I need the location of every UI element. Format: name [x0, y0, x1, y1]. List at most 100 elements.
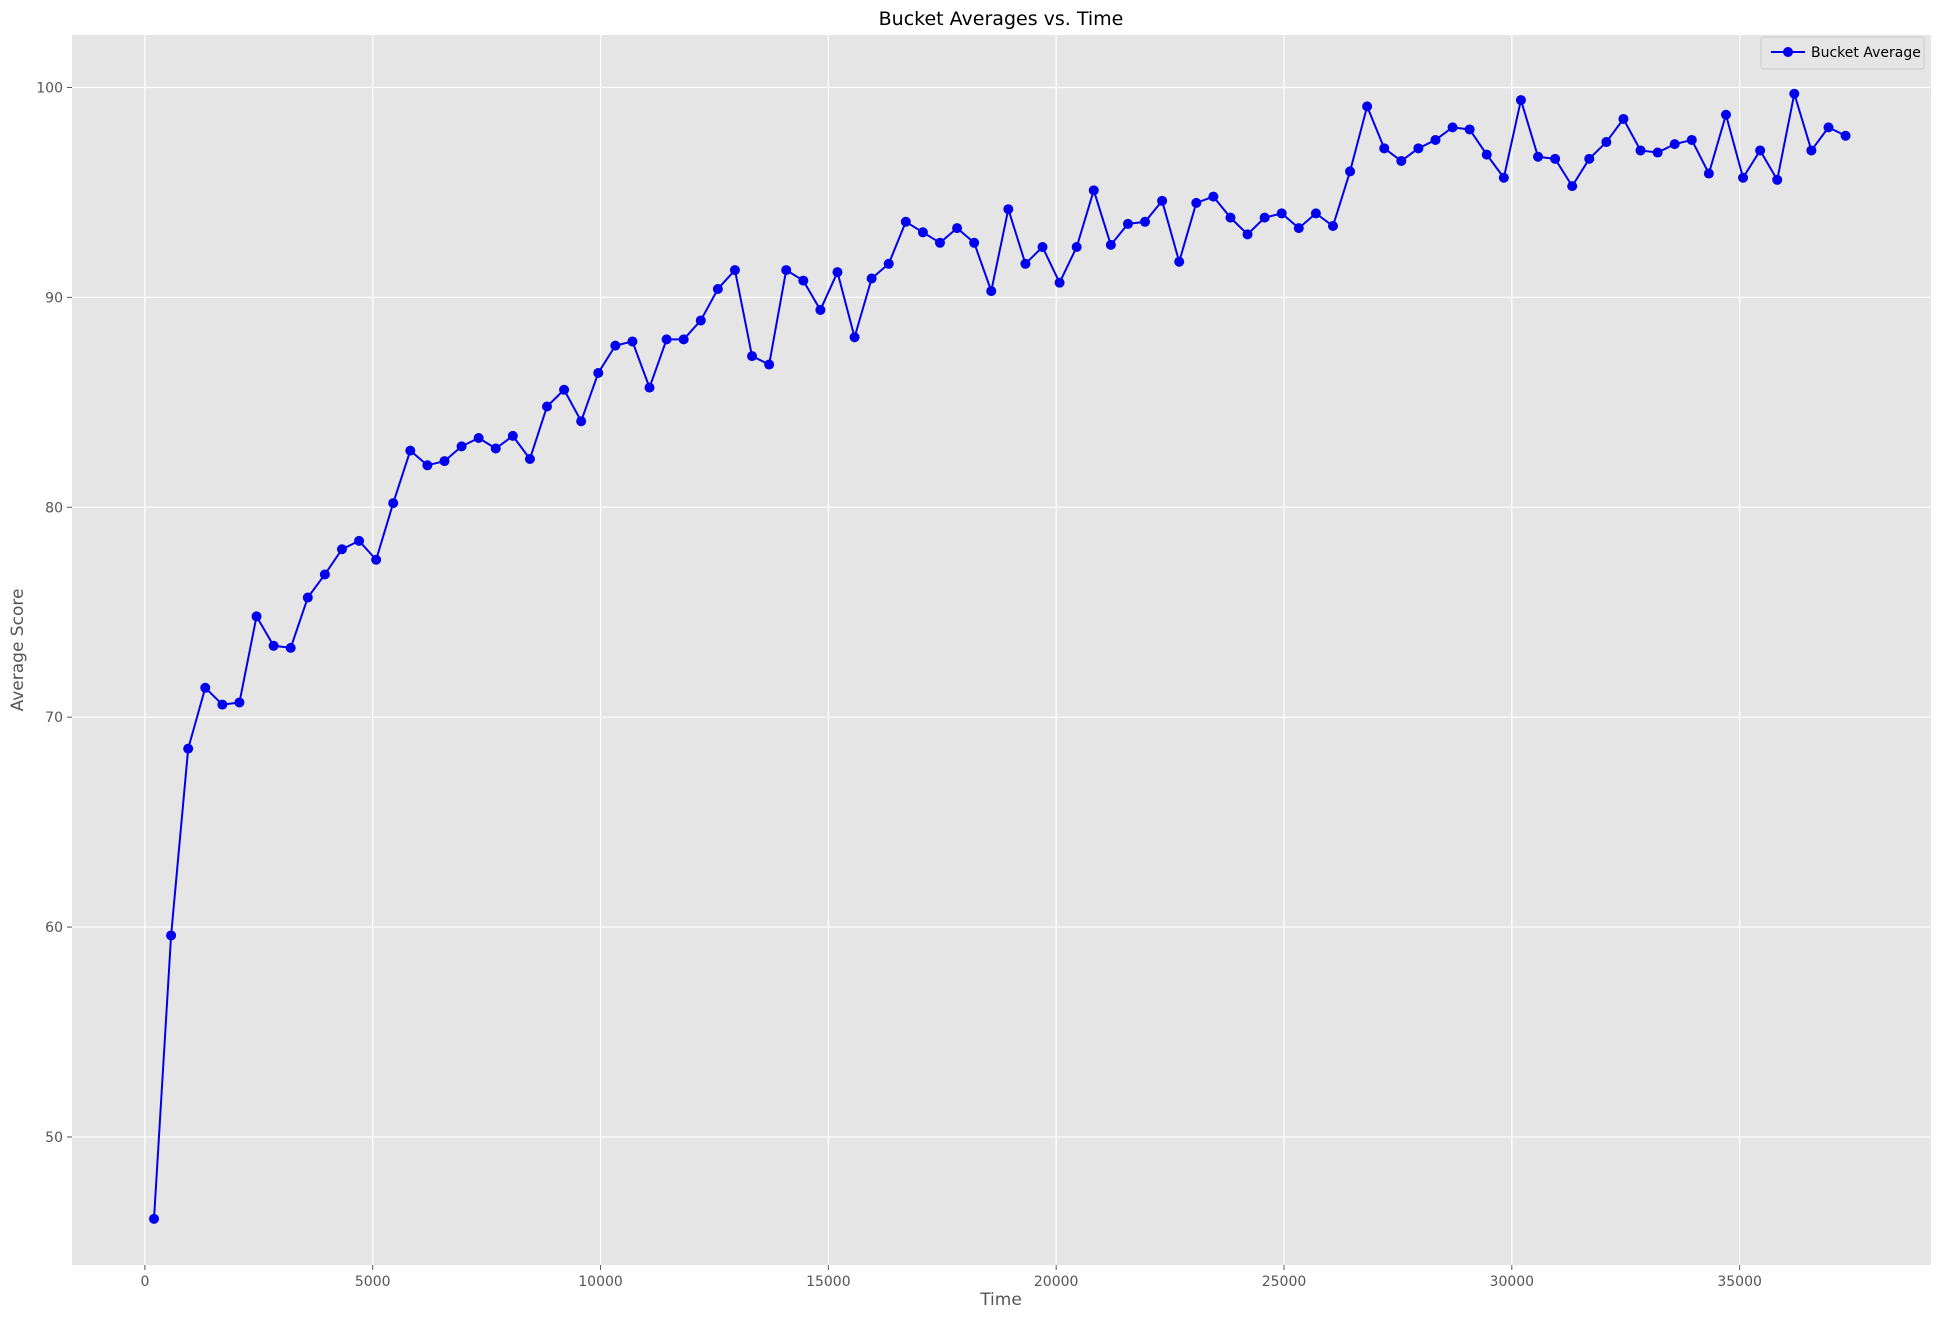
legend-box	[1760, 36, 1925, 70]
x-tick-label: 15000	[806, 1274, 851, 1290]
data-point	[1122, 218, 1133, 229]
data-point	[1242, 229, 1253, 240]
data-point	[542, 401, 552, 412]
legend: Bucket Average	[1760, 36, 1925, 70]
data-point	[1379, 143, 1390, 154]
x-tick-label: 10000	[578, 1274, 623, 1290]
y-axis-label: Average Score	[8, 589, 28, 712]
data-point	[644, 382, 655, 393]
data-point	[388, 498, 399, 509]
data-point	[1720, 109, 1731, 120]
data-point	[1738, 172, 1749, 183]
data-point	[251, 611, 262, 622]
axis-ticks: 0 5000 10000 15000 20000 25000 30000 35000 50 60 7…	[36, 80, 1762, 1290]
x-tick-label: 0	[140, 1274, 149, 1290]
legend-marker-swatch	[1783, 47, 1793, 57]
data-point	[1037, 242, 1048, 252]
data-point	[268, 640, 279, 651]
data-point	[302, 592, 313, 603]
data-point	[166, 930, 177, 941]
data-point	[712, 283, 723, 294]
data-point	[1174, 256, 1185, 267]
data-point	[1567, 181, 1578, 192]
data-point	[1430, 134, 1441, 145]
data-point	[969, 237, 980, 248]
data-point	[1550, 153, 1561, 164]
data-point	[217, 699, 228, 710]
data-point	[1293, 223, 1304, 234]
data-point	[1276, 208, 1287, 219]
data-point	[507, 430, 518, 441]
data-point	[234, 697, 245, 708]
data-point	[627, 336, 638, 347]
data-point	[1840, 130, 1851, 141]
data-point	[900, 216, 911, 227]
data-point	[1703, 168, 1714, 179]
data-point	[883, 258, 894, 269]
x-axis-label: Time	[979, 1290, 1022, 1310]
data-point	[1208, 191, 1219, 202]
data-point	[729, 265, 740, 276]
data-point	[610, 340, 621, 351]
data-point	[1515, 95, 1526, 106]
data-point	[1481, 149, 1492, 160]
chart-title: Bucket Averages vs. Time	[879, 8, 1124, 30]
data-point	[1396, 155, 1407, 166]
data-point	[952, 223, 963, 234]
data-point	[200, 682, 211, 693]
data-point	[866, 273, 877, 284]
data-point	[1225, 212, 1236, 223]
data-point	[1498, 172, 1509, 183]
data-point	[1054, 277, 1065, 288]
data-point	[1345, 166, 1356, 177]
plot-area-background	[72, 35, 1931, 1265]
data-point	[149, 1213, 160, 1224]
data-point	[439, 456, 450, 467]
x-tick-label: 35000	[1717, 1274, 1762, 1290]
data-point	[986, 286, 997, 297]
y-tick-label: 70	[45, 710, 63, 726]
data-point	[917, 227, 928, 238]
y-tick-label: 80	[45, 500, 63, 516]
y-tick-label: 50	[45, 1130, 63, 1146]
data-point	[781, 265, 792, 276]
data-point	[1327, 221, 1338, 232]
y-tick-label: 60	[45, 920, 63, 936]
data-point	[747, 351, 758, 362]
data-point	[576, 416, 587, 427]
grid-lines	[72, 35, 1931, 1265]
data-point	[1584, 153, 1595, 164]
data-point	[336, 544, 347, 555]
x-tick-label: 30000	[1490, 1274, 1535, 1290]
data-point	[661, 334, 672, 345]
data-point	[678, 334, 689, 345]
data-point	[422, 460, 433, 471]
data-point	[1533, 151, 1544, 162]
data-point	[1823, 122, 1834, 133]
data-point	[490, 443, 501, 454]
data-point	[1157, 195, 1168, 206]
data-point	[695, 315, 706, 326]
data-point	[1259, 212, 1270, 223]
data-point	[1020, 258, 1031, 269]
data-point	[593, 367, 604, 378]
data-point	[1140, 216, 1151, 227]
data-point	[1652, 147, 1663, 158]
data-point	[473, 433, 484, 443]
data-point	[1789, 88, 1800, 99]
data-point	[1686, 134, 1697, 145]
data-point	[1806, 145, 1817, 156]
data-point	[183, 743, 194, 754]
data-point	[456, 441, 467, 452]
data-point	[1601, 137, 1612, 148]
data-point	[1618, 113, 1629, 124]
data-point	[1310, 208, 1321, 219]
x-tick-label: 5000	[355, 1274, 391, 1290]
data-point	[1071, 242, 1082, 252]
data-point	[1464, 124, 1475, 135]
data-point	[832, 267, 843, 278]
data-point	[1635, 145, 1646, 156]
data-point	[815, 304, 826, 315]
data-point	[1003, 204, 1014, 215]
series-line	[153, 92, 1847, 1219]
